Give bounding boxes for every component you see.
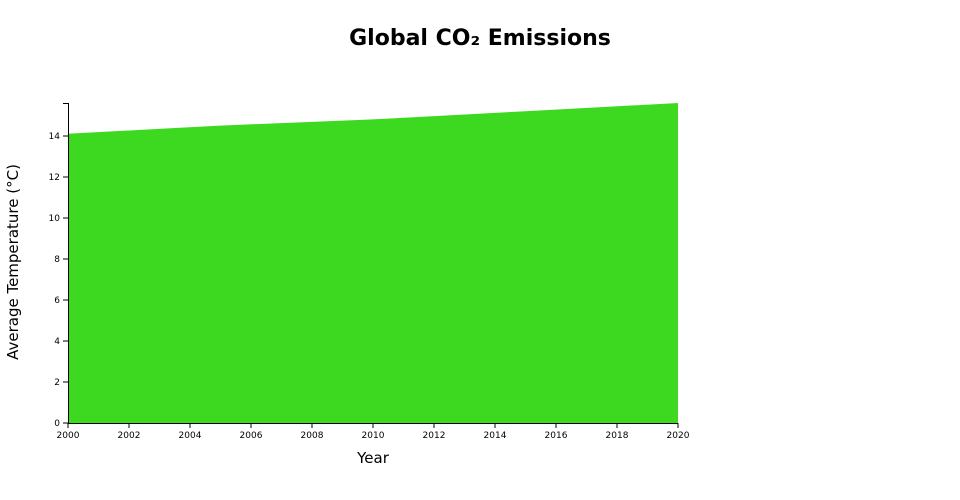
x-axis-ticks: 2000 2002 2004 2006 2008 2010 2012 2014 2016 2018… xyxy=(57,423,690,441)
y-tick-label: 10 xyxy=(49,214,61,224)
x-tick-label: 2008 xyxy=(301,431,324,441)
x-tick-label: 2018 xyxy=(606,431,629,441)
y-tick-label: 4 xyxy=(54,337,60,347)
x-tick-label: 2012 xyxy=(423,431,446,441)
y-tick-label: 2 xyxy=(54,378,60,388)
x-axis-label: Year xyxy=(356,449,390,467)
y-tick-label: 14 xyxy=(49,132,61,142)
y-tick-label: 0 xyxy=(54,419,60,429)
x-tick-label: 2000 xyxy=(57,431,80,441)
x-tick-label: 2010 xyxy=(362,431,385,441)
y-tick-label: 8 xyxy=(54,255,60,265)
x-tick-label: 2006 xyxy=(240,431,263,441)
y-axis-label: Average Temperature (°C) xyxy=(4,164,22,360)
x-axis: 2000 2002 2004 2006 2008 2010 2012 2014 2016 2018… xyxy=(57,423,690,441)
x-tick-label: 2004 xyxy=(179,431,202,441)
x-tick-label: 2020 xyxy=(667,431,690,441)
x-tick-label: 2002 xyxy=(118,431,141,441)
x-tick-label: 2014 xyxy=(484,431,507,441)
y-axis: 0 2 4 6 8 10 12 14 xyxy=(49,103,69,429)
x-tick-label: 2016 xyxy=(545,431,568,441)
chart-title: Global CO₂ Emissions xyxy=(349,26,611,51)
plot-area xyxy=(68,103,678,423)
area-series-fill xyxy=(68,103,678,423)
y-axis-ticks: 0 2 4 6 8 10 12 14 xyxy=(49,103,68,429)
y-tick-label: 12 xyxy=(49,173,60,183)
y-tick-label: 6 xyxy=(54,296,60,306)
